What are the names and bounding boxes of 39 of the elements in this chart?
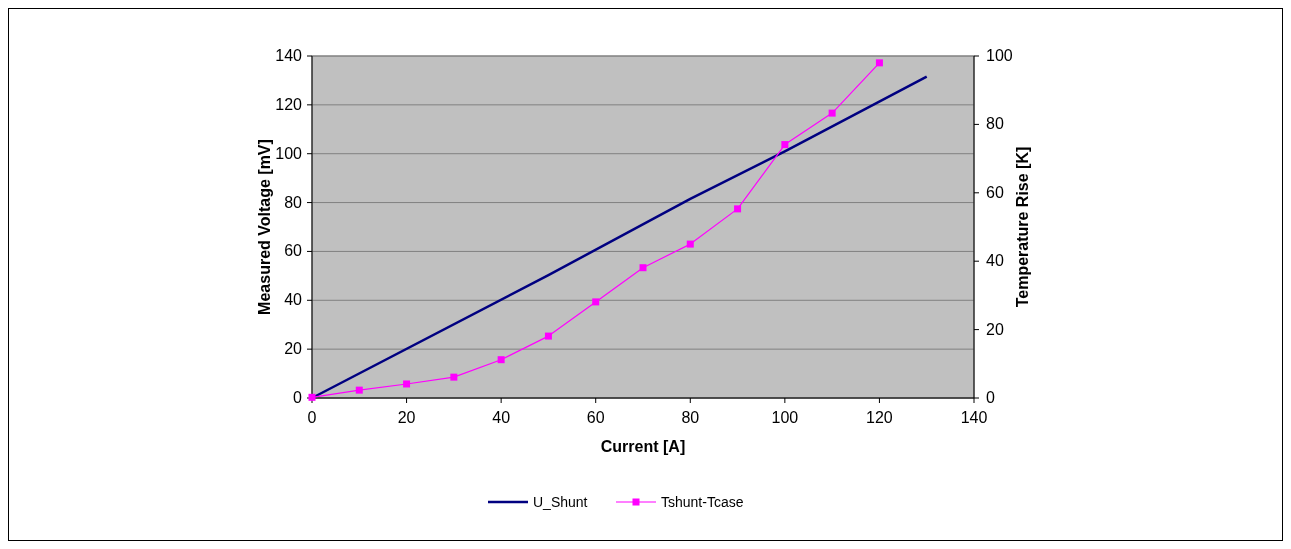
point — [544, 332, 552, 340]
x-tick-label: 20 — [397, 409, 416, 426]
point — [592, 298, 600, 306]
y-tick-label: 140 — [275, 47, 303, 64]
y-tick-label: 40 — [284, 291, 303, 309]
y2-tick-label: 40 — [986, 252, 1004, 270]
x-tick-label: 80 — [681, 409, 700, 426]
point — [355, 386, 363, 394]
point — [686, 240, 694, 248]
y-axis-title: Measured Voltage [mV] — [256, 139, 273, 315]
y2-tick-label: 80 — [986, 115, 1004, 133]
legend-label: U_Shunt — [533, 494, 588, 510]
y-tick-label: 100 — [275, 144, 303, 162]
point — [497, 356, 505, 364]
y-tick-label: 0 — [293, 389, 303, 406]
y2-axis-title: Temperature Rise [K] — [1014, 146, 1031, 308]
y2-tick-label: 100 — [986, 47, 1013, 64]
point — [403, 380, 411, 388]
x-tick-label: 120 — [866, 409, 893, 426]
point — [734, 205, 742, 213]
x-tick-label: 0 — [307, 409, 317, 426]
point — [875, 59, 883, 67]
x-tick-label: 40 — [492, 409, 511, 426]
y-tick-label: 120 — [275, 95, 303, 113]
x-axis-title: Current [A] — [600, 438, 686, 455]
x-tick-label: 100 — [771, 409, 799, 426]
legend-label: Tshunt-Tcase — [661, 494, 744, 510]
y2-tick-label: 60 — [986, 183, 1004, 201]
y-tick-label: 80 — [284, 193, 303, 211]
point — [639, 264, 647, 272]
y2-tick-label: 0 — [986, 389, 995, 406]
point — [450, 373, 458, 381]
point — [781, 141, 789, 149]
y-tick-label: 60 — [284, 242, 303, 260]
point — [828, 109, 836, 117]
x-tick-label: 140 — [960, 409, 988, 426]
x-tick-label: 60 — [586, 409, 605, 426]
y2-tick-label: 20 — [986, 320, 1004, 338]
y-tick-label: 20 — [284, 340, 303, 358]
